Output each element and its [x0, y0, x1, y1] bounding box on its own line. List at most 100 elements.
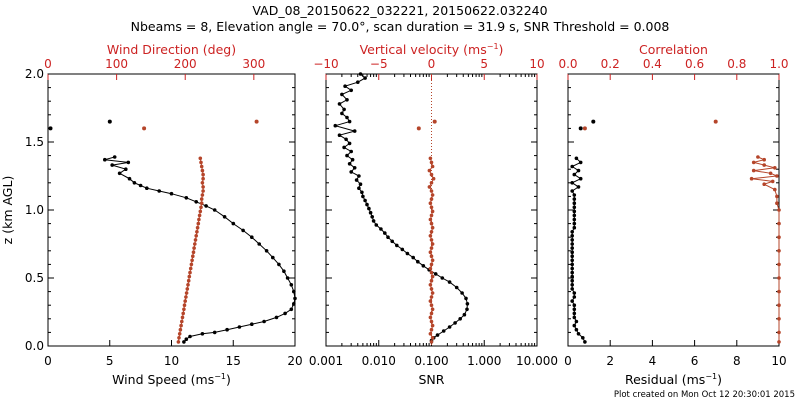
snr-panel-series-1-point [429, 287, 434, 291]
residual-panel-series-1-point [762, 163, 766, 167]
residual-panel-series-0-point [572, 295, 577, 299]
residual-panel-xt-tick-label: 1.0 [769, 57, 788, 71]
snr-panel-series-1-point [429, 238, 434, 242]
wind-panel-series-0-isolated-point [48, 126, 53, 131]
snr-panel-series-0-point [349, 88, 354, 93]
wind-panel-x-bottom-label: Wind Speed (ms−1) [112, 372, 231, 387]
snr-panel-series-0-point [395, 243, 399, 248]
residual-panel-series-1-point [762, 157, 766, 162]
wind-panel-series-0-point [169, 191, 174, 196]
residual-panel-series-0-point [570, 274, 574, 279]
wind-panel-series-0-point [250, 235, 254, 239]
residual-panel-series-1-point [770, 179, 775, 184]
snr-panel-series-1-point [429, 221, 434, 226]
wind-panel-series-0-point [112, 155, 117, 159]
snr-panel-series-1-point [428, 283, 433, 287]
residual-panel-series-0-point [570, 234, 574, 238]
snr-panel-series-0-point [458, 317, 463, 321]
snr-panel-xt-tick-label: 0 [428, 57, 436, 71]
wind-panel-series-0-point [212, 330, 217, 335]
residual-panel-series-0-point [570, 250, 574, 254]
residual-panel-xb-tick-label: 4 [649, 354, 657, 368]
residual-panel-series-0-point [576, 168, 581, 173]
residual-panel-series-1-point [775, 194, 779, 199]
snr-panel-series-0-point [345, 98, 349, 102]
residual-panel-series-0-point [572, 311, 577, 316]
wind-panel-series-0-point [283, 311, 287, 316]
snr-panel-series-0-point [349, 170, 354, 174]
wind-panel-xt-tick-label: 300 [242, 57, 265, 71]
snr-panel-xb-tick-label: 0.010 [362, 354, 396, 368]
residual-panel-series-0-point [572, 323, 577, 328]
residual-panel-series-0-point [574, 327, 579, 332]
wind-panel-series-0-point [103, 157, 107, 162]
residual-panel-series-0-point [570, 258, 574, 263]
residual-panel-series-1-isolated-point [582, 126, 587, 131]
snr-panel-series-0-point [441, 329, 446, 333]
snr-panel-series-0-point [379, 227, 383, 231]
snr-panel-series-0-point [352, 129, 357, 133]
snr-panel-series-1-point [429, 262, 434, 267]
wind-panel-series-0-point [250, 322, 254, 327]
wind-panel-series-1-point [180, 319, 184, 324]
wind-panel-series-1-line [177, 158, 204, 342]
snr-panel-series-0-point [365, 202, 369, 207]
snr-panel-series-0-point [390, 239, 395, 244]
snr-panel-series-1-point [429, 295, 434, 299]
residual-panel-series-0-point [572, 193, 577, 197]
wind-panel-series-0-point [200, 332, 205, 336]
residual-panel-series-0-point [583, 340, 587, 344]
snr-panel-series-0-point [349, 149, 354, 154]
residual-panel-series-0-point [572, 205, 577, 210]
wind-panel-xt-tick-label: 200 [174, 57, 197, 71]
snr-panel-series-1-point [429, 270, 434, 275]
snr-panel-series-1-point [428, 234, 433, 238]
residual-panel-xt-tick-label: 0.2 [601, 57, 620, 71]
snr-panel-series-0-point [440, 276, 445, 280]
residual-panel-series-1-point [777, 303, 781, 308]
snr-panel-series-0-point [347, 119, 352, 124]
snr-panel-series-1-point [427, 168, 432, 173]
snr-panel-series-0-point [405, 251, 410, 256]
wind-panel-series-1-point [195, 225, 200, 230]
wind-panel-series-1-point [193, 242, 197, 246]
snr-panel-series-0-point [358, 72, 363, 76]
snr-panel-series-1-point [428, 201, 433, 205]
snr-panel-series-0-point [363, 198, 367, 203]
snr-panel-series-1-line [428, 158, 435, 343]
chart-subtitle: Nbeams = 8, Elevation angle = 70.0°, sca… [131, 19, 670, 34]
wind-panel-series-1-isolated-point [142, 126, 147, 131]
snr-panel-series-0-point [345, 153, 349, 158]
residual-panel-series-0-point [572, 217, 577, 222]
wind-panel-series-0-point [212, 208, 217, 212]
snr-panel-series-0-point [447, 280, 452, 284]
snr-panel-series-1-point [427, 185, 432, 189]
snr-panel-series-1-point [428, 217, 433, 222]
snr-panel-series-1-point [429, 311, 434, 316]
wind-panel-series-0-point [237, 325, 242, 329]
wind-panel-series-0-point [293, 296, 297, 301]
wind-panel-series-1-point [187, 274, 192, 279]
wind-panel-series-0-isolated-point [107, 119, 112, 124]
snr-panel-series-0-point [352, 166, 357, 170]
residual-panel-series-0-point [572, 221, 577, 226]
snr-panel-series-1-point [430, 193, 435, 197]
snr-panel-series-0-point [464, 296, 468, 301]
snr-panel-series-1-isolated-point [432, 119, 437, 124]
snr-panel-series-0-point [462, 312, 467, 317]
wind-panel-series-0-point [274, 315, 279, 320]
snr-panel-series-0-point [340, 111, 344, 116]
wind-panel-series-1-point [177, 332, 182, 336]
wind-panel-series-0-point [222, 215, 227, 219]
snr-panel-series-0-point [345, 115, 349, 120]
snr-panel-series-1-point [429, 230, 434, 234]
residual-panel-series-1-point [756, 155, 760, 159]
wind-panel-series-1-point [189, 262, 194, 267]
snr-panel-series-0-point [374, 223, 379, 227]
wind-panel-series-0-point [241, 228, 245, 233]
snr-panel-series-0-point [453, 321, 457, 325]
snr-panel-series-0-point [343, 84, 347, 88]
snr-panel-series-0-point [465, 307, 469, 312]
wind-panel-series-0-point [145, 186, 149, 190]
